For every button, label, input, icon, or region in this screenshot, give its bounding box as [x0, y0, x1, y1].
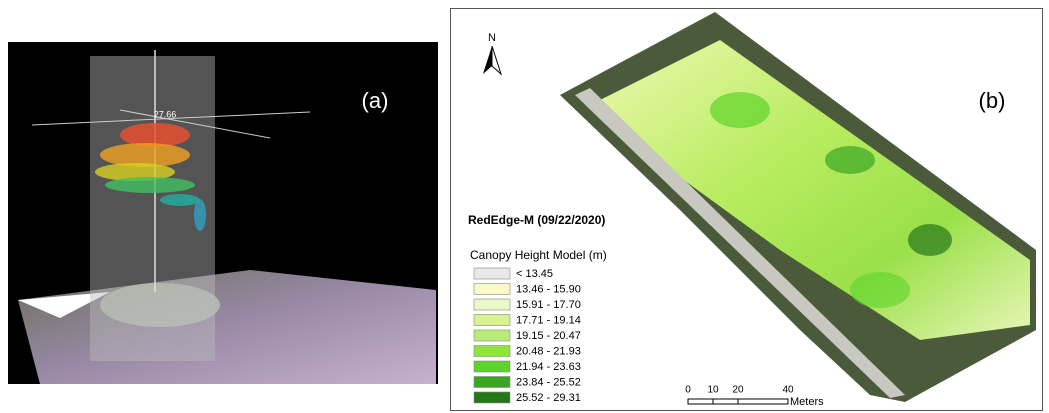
point-cloud — [105, 177, 195, 193]
legend-label: 25.52 - 29.31 — [516, 392, 581, 404]
legend-label: 15.91 - 17.70 — [516, 299, 581, 311]
legend-swatch — [474, 299, 510, 310]
canopy-patch — [850, 272, 910, 308]
panel-label: (b) — [979, 88, 1006, 113]
legend-swatch — [474, 315, 510, 326]
legend-label: 23.84 - 25.52 — [516, 376, 581, 388]
height-marker: 27.66 — [154, 109, 177, 119]
legend-swatch — [474, 346, 510, 357]
scale-unit: Meters — [790, 396, 824, 408]
scale-label: 0 — [685, 385, 691, 396]
legend-swatch — [474, 377, 510, 388]
legend-label: < 13.45 — [516, 268, 553, 280]
scale-label: 10 — [707, 385, 719, 396]
canopy-patch — [908, 224, 952, 256]
scale-segment — [738, 399, 788, 404]
canopy-patch — [825, 146, 875, 174]
legend-label: 20.48 - 21.93 — [516, 345, 581, 357]
scale-label: 40 — [782, 385, 794, 396]
legend-label: 21.94 - 23.63 — [516, 361, 581, 373]
legend-label: 17.71 - 19.14 — [516, 314, 581, 326]
legend-swatch — [474, 268, 510, 279]
canopy-patch — [710, 92, 770, 128]
legend-swatch — [474, 330, 510, 341]
legend-label: 19.15 - 20.47 — [516, 330, 581, 342]
scale-label: 20 — [732, 385, 744, 396]
legend-label: 13.46 - 15.90 — [516, 283, 581, 295]
panel-label: (a) — [362, 88, 389, 113]
panel-a: 27.66 (a) — [8, 42, 438, 384]
legend: < 13.45 13.46 - 15.90 15.91 - 17.70 17.71 -… — [474, 268, 581, 404]
panel-b: (b) N RedEdge-M (09/22/2020) Canopy Heig… — [451, 9, 1043, 411]
legend-swatch — [474, 392, 510, 403]
legend-swatch — [474, 284, 510, 295]
scale-segment — [688, 399, 713, 404]
point-cloud — [194, 199, 206, 231]
north-label: N — [488, 32, 496, 44]
map-title: RedEdge-M (09/22/2020) — [468, 213, 605, 227]
point-cloud — [160, 194, 200, 206]
figure: 27.66 (a) (b) N RedEdge-M (09/22/2020) C… — [0, 0, 1049, 413]
legend-title: Canopy Height Model (m) — [470, 248, 607, 262]
scale-segment — [713, 399, 738, 404]
legend-swatch — [474, 361, 510, 372]
